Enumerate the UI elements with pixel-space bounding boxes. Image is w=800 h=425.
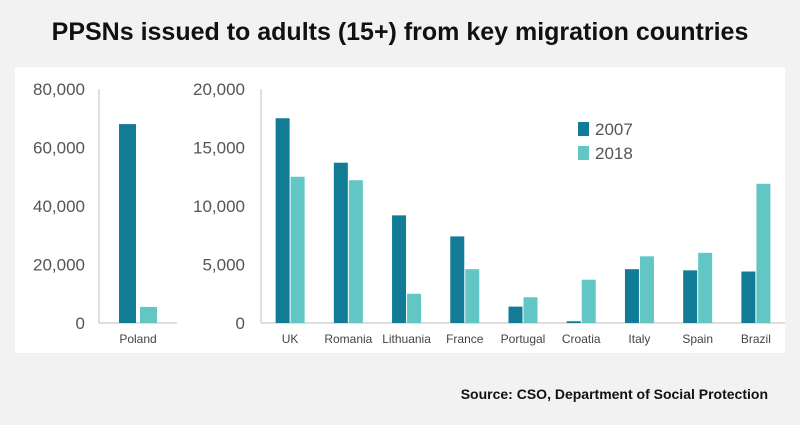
legend-label-2018: 2018 bbox=[595, 144, 633, 163]
bar-romania-2018 bbox=[348, 180, 363, 323]
source-note: Source: CSO, Department of Social Protec… bbox=[460, 386, 768, 402]
y-tick-label: 60,000 bbox=[33, 139, 85, 158]
bar-spain-2007 bbox=[683, 270, 698, 323]
bar-romania-2007 bbox=[333, 162, 348, 323]
bar-lithuania-2007 bbox=[392, 215, 407, 323]
bar-poland-2007 bbox=[119, 124, 136, 323]
y-tick-label: 80,000 bbox=[33, 80, 85, 99]
y-tick-label: 0 bbox=[236, 314, 245, 333]
bar-charts: 0 20,000 40,000 60,000 80,000 Poland 0 5,000 10,… bbox=[33, 80, 785, 346]
bar-croatia-2007 bbox=[566, 321, 581, 323]
legend-swatch-2007 bbox=[578, 122, 589, 136]
bar-france-2018 bbox=[465, 269, 480, 323]
bar-italy-2018 bbox=[639, 256, 654, 323]
bar-poland-2018 bbox=[140, 306, 157, 323]
x-tick-label: France bbox=[446, 332, 484, 346]
legend-label-2007: 2007 bbox=[595, 120, 633, 139]
y-tick-label: 0 bbox=[76, 314, 85, 333]
x-tick-label: Poland bbox=[119, 332, 156, 346]
bar-italy-2007 bbox=[624, 269, 639, 323]
x-tick-label: Brazil bbox=[741, 332, 771, 346]
x-tick-label: Lithuania bbox=[382, 332, 431, 346]
x-tick-label: Romania bbox=[324, 332, 372, 346]
x-tick-label: UK bbox=[282, 332, 299, 346]
y-tick-label: 20,000 bbox=[193, 80, 245, 99]
bar-france-2007 bbox=[450, 236, 465, 323]
bar-spain-2018 bbox=[698, 252, 713, 323]
y-tick-label: 15,000 bbox=[193, 139, 245, 158]
bar-portugal-2007 bbox=[508, 306, 523, 323]
y-tick-label: 40,000 bbox=[33, 197, 85, 216]
bar-brazil-2018 bbox=[756, 183, 771, 323]
y-tick-label: 20,000 bbox=[33, 256, 85, 275]
y-tick-label: 5,000 bbox=[202, 256, 245, 275]
legend-swatch-2018 bbox=[578, 146, 589, 160]
bar-lithuania-2018 bbox=[407, 293, 422, 323]
x-tick-label: Croatia bbox=[562, 332, 601, 346]
bar-croatia-2018 bbox=[581, 279, 596, 323]
bar-uk-2018 bbox=[290, 176, 305, 323]
bar-uk-2007 bbox=[275, 118, 290, 323]
chart-panel: 0 20,000 40,000 60,000 80,000 Poland 0 5,000 10,… bbox=[15, 67, 785, 353]
bar-brazil-2007 bbox=[741, 271, 756, 323]
chart-title: PPSNs issued to adults (15+) from key mi… bbox=[51, 18, 749, 46]
x-tick-label: Italy bbox=[628, 332, 650, 346]
bar-portugal-2018 bbox=[523, 297, 538, 323]
x-tick-label: Portugal bbox=[501, 332, 546, 346]
x-tick-label: Spain bbox=[682, 332, 713, 346]
y-tick-label: 10,000 bbox=[193, 197, 245, 216]
